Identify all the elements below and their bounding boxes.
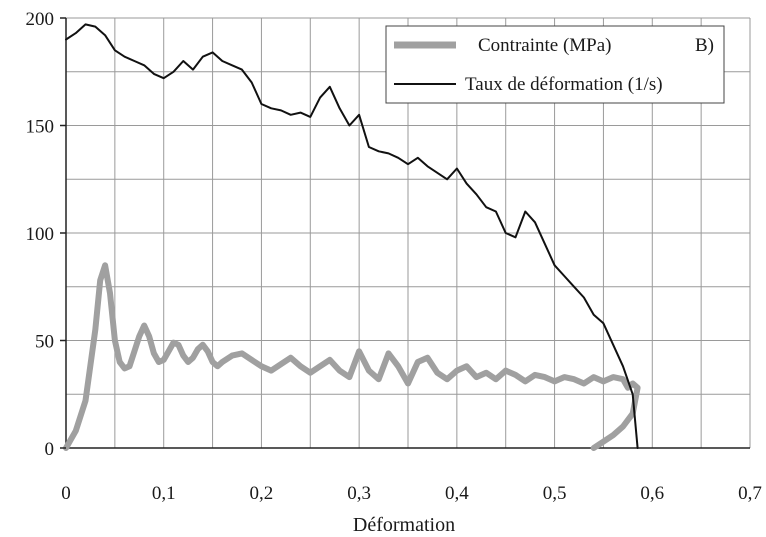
legend: Contrainte (MPa) B) Taux de déformation … [385,25,725,104]
series-line-taux-deformation [65,23,639,449]
series-lines [63,23,641,451]
x-tick-label: 0,4 [445,483,469,504]
y-tick-label: 0 [45,439,55,460]
y-tick-label: 50 [35,332,54,353]
series-line-contrainte [63,262,641,451]
x-tick-label: 0,7 [738,483,762,504]
x-tick-label: 0 [61,483,71,504]
y-tick-label: 150 [26,117,55,138]
x-tick-label: 0,2 [250,483,274,504]
x-tick-label: 0,3 [347,483,371,504]
y-tick-label: 100 [26,224,55,245]
legend-label-contrainte: Contrainte (MPa) [478,35,612,56]
legend-box [385,25,725,104]
legend-label-taux: Taux de déformation (1/s) [465,74,663,95]
x-tick-label: 0,6 [640,483,664,504]
x-axis-title: Déformation [353,514,455,536]
x-tick-label: 0,5 [543,483,567,504]
y-tick-label: 200 [26,9,55,30]
tick-labels: 0 50 100 150 200 0 0,1 0,2 0,3 0,4 0,5 0,6 0,7 [26,9,762,504]
panel-label: B) [695,35,714,56]
x-tick-label: 0,1 [152,483,176,504]
